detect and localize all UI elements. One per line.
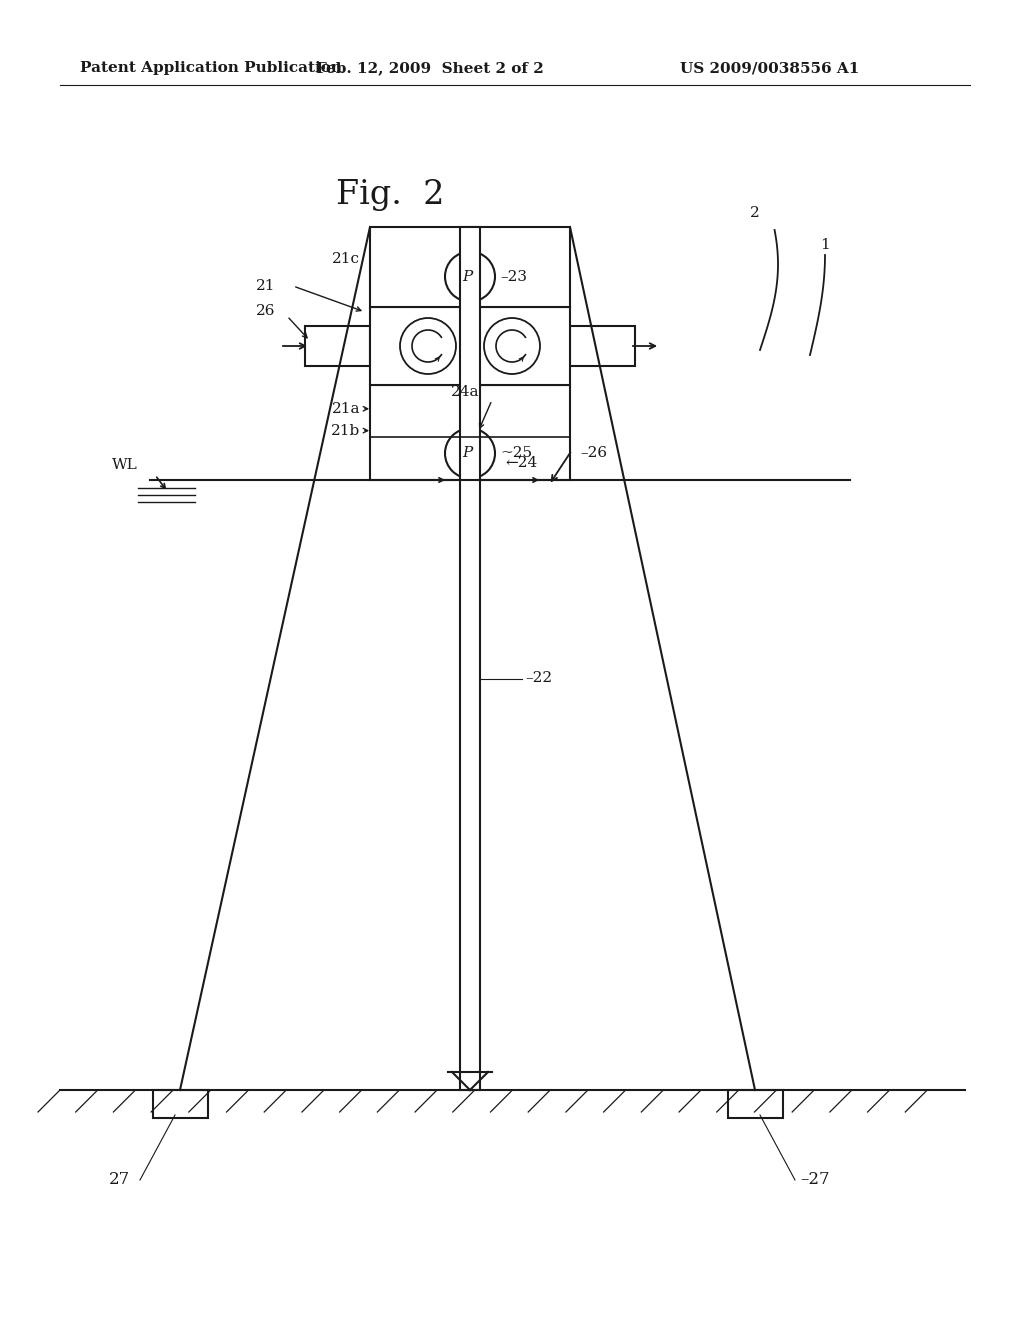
Text: 24a: 24a — [451, 385, 479, 399]
Text: 21c: 21c — [332, 252, 360, 267]
Bar — [453, 376, 487, 428]
Text: P: P — [462, 269, 472, 284]
Text: WL: WL — [113, 458, 138, 473]
Text: 26: 26 — [256, 304, 275, 318]
Text: –23: –23 — [500, 269, 527, 284]
Bar — [153, 1090, 208, 1118]
Text: 21b: 21b — [331, 424, 360, 438]
Text: 1: 1 — [820, 238, 829, 252]
Text: 21a: 21a — [332, 401, 360, 416]
Circle shape — [484, 318, 540, 374]
Circle shape — [400, 318, 456, 374]
Text: –22: –22 — [525, 672, 552, 685]
Text: 27: 27 — [109, 1172, 130, 1188]
Text: 21: 21 — [256, 279, 275, 293]
Text: ←24: ←24 — [505, 455, 538, 470]
Text: –27: –27 — [800, 1172, 829, 1188]
Text: 2: 2 — [751, 206, 760, 220]
Text: Patent Application Publication: Patent Application Publication — [80, 61, 342, 75]
Text: ~25: ~25 — [500, 446, 532, 461]
Bar — [305, 326, 370, 366]
Bar — [370, 308, 570, 385]
Text: Feb. 12, 2009  Sheet 2 of 2: Feb. 12, 2009 Sheet 2 of 2 — [316, 61, 544, 75]
Text: Fig.  2: Fig. 2 — [336, 180, 444, 211]
Bar — [570, 326, 635, 366]
Text: US 2009/0038556 A1: US 2009/0038556 A1 — [680, 61, 859, 75]
Circle shape — [445, 252, 495, 301]
Bar — [728, 1090, 783, 1118]
Text: –26: –26 — [580, 446, 607, 461]
Bar — [370, 227, 570, 308]
Bar — [460, 227, 480, 1090]
Circle shape — [445, 429, 495, 478]
Bar — [370, 385, 570, 480]
Text: P: P — [462, 446, 472, 461]
